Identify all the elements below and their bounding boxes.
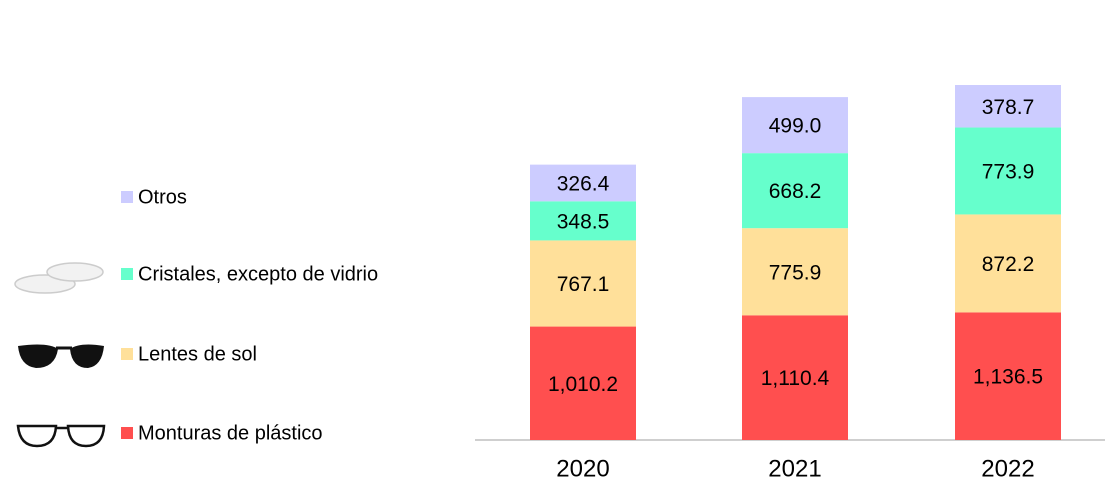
bar-segment [742, 228, 848, 316]
sunglasses-icon [18, 344, 104, 368]
bar-segment [530, 164, 636, 202]
bar-segment [955, 85, 1061, 128]
x-tick-label: 2021 [768, 455, 821, 482]
legend-swatch [121, 427, 133, 439]
bar-segment [955, 127, 1061, 215]
data-label: 1,010.2 [548, 373, 618, 396]
legend-label: Lentes de sol [138, 343, 257, 365]
data-label: 773.9 [982, 161, 1035, 184]
bar-segment [530, 326, 636, 440]
bar-segment [530, 240, 636, 327]
x-tick-label: 2020 [556, 455, 609, 482]
data-label: 668.2 [769, 180, 822, 203]
data-label: 1,136.5 [973, 366, 1043, 389]
x-tick-label: 2022 [981, 455, 1034, 482]
bar-segment [955, 214, 1061, 313]
bar-segment [955, 312, 1061, 440]
legend-swatch [121, 191, 133, 203]
data-label: 499.0 [769, 115, 822, 138]
data-label: 378.7 [982, 96, 1035, 119]
legend-swatch [121, 348, 133, 360]
data-label: 326.4 [557, 173, 610, 196]
legend-swatch [121, 268, 133, 280]
lens-icon [14, 262, 104, 294]
data-label: 872.2 [982, 253, 1035, 276]
legend-label: Monturas de plástico [138, 422, 323, 444]
bar-segment [530, 201, 636, 241]
glasses-icon [16, 424, 106, 448]
data-label: 775.9 [769, 261, 822, 284]
data-label: 1,110.4 [761, 367, 830, 390]
legend-label: Otros [138, 186, 187, 208]
bar-segment [742, 315, 848, 440]
bar-segment [742, 97, 848, 154]
legend-label: Cristales, excepto de vidrio [138, 263, 378, 285]
data-label: 348.5 [557, 210, 610, 233]
bar-segment [742, 153, 848, 229]
data-label: 767.1 [557, 273, 610, 296]
